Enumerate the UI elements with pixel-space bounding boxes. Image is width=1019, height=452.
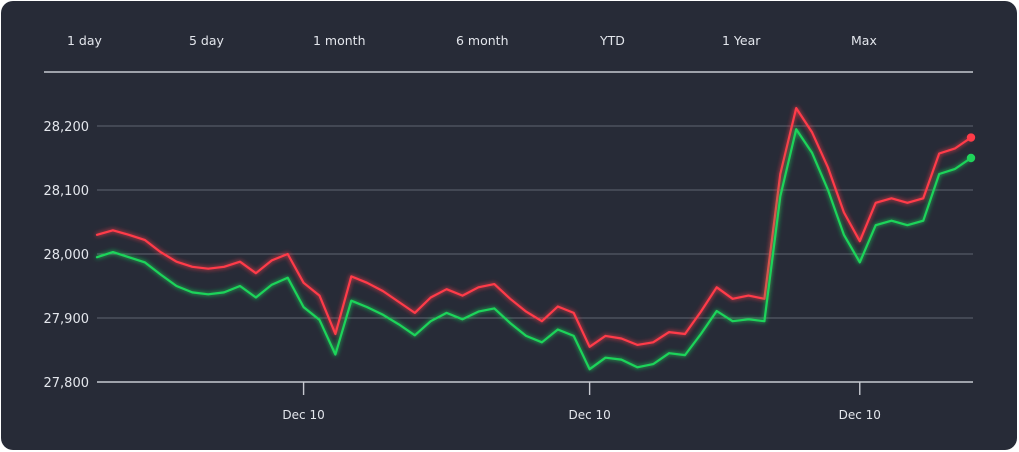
x-axis: Dec 10 Dec 10 Dec 10 — [282, 382, 881, 422]
tab-ytd[interactable]: YTD — [600, 33, 625, 48]
tab-5-day[interactable]: 5 day — [189, 33, 224, 48]
x-tick-label: Dec 10 — [568, 408, 610, 422]
series-line-0 — [95, 106, 973, 348]
y-tick-label: 27,800 — [44, 376, 90, 391]
series-lines — [95, 106, 976, 371]
y-tick-label: 28,200 — [44, 120, 90, 135]
tab-1-year[interactable]: 1 Year — [722, 33, 761, 48]
range-tabs: 1 day 5 day 1 month 6 month YTD 1 Year M… — [1, 1, 1017, 61]
series-end-point-1 — [966, 153, 976, 163]
series-line-1 — [95, 128, 973, 371]
y-tick-label: 27,900 — [44, 312, 90, 327]
tab-6-month[interactable]: 6 month — [456, 33, 509, 48]
series-end-point-0 — [966, 133, 976, 142]
y-tick-label: 28,100 — [44, 184, 90, 199]
x-tick-label: Dec 10 — [282, 408, 324, 422]
tab-max[interactable]: Max — [851, 33, 877, 48]
tab-1-day[interactable]: 1 day — [67, 33, 102, 48]
tab-1-month[interactable]: 1 month — [313, 33, 366, 48]
y-tick-label: 28,000 — [44, 248, 90, 263]
y-axis: 27,800 27,900 28,000 28,100 28,200 — [44, 120, 90, 391]
grid-lines — [97, 125, 973, 383]
x-tick-label: Dec 10 — [839, 408, 881, 422]
